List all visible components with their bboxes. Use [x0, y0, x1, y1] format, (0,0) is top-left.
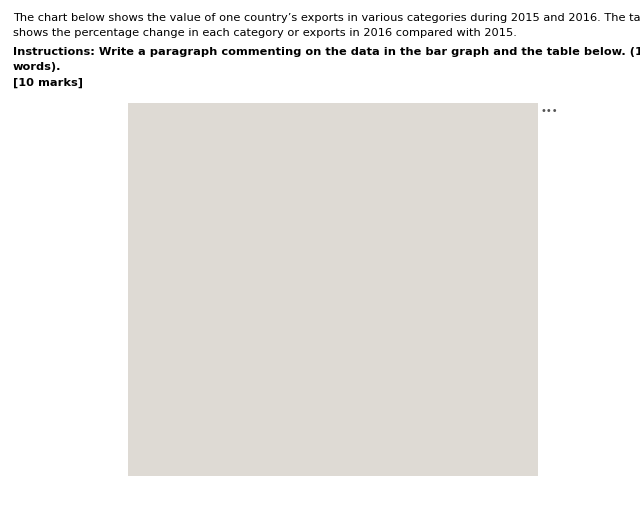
Text: Percentage change in values (2015–2016): Percentage change in values (2015–2016): [202, 370, 463, 380]
Text: ↑: ↑: [385, 383, 395, 397]
Bar: [212, 188, 236, 394]
Text: ↑: ↑: [385, 441, 395, 454]
Text: Petroleum products: Petroleum products: [138, 385, 245, 395]
Text: Gems and jewellery: Gems and jewellery: [138, 414, 246, 424]
Legend: 2015, 2016: 2015, 2016: [265, 128, 376, 149]
Text: [10 marks]: [10 marks]: [13, 78, 83, 88]
Bar: [417, 292, 441, 394]
Text: 15.24%: 15.24%: [436, 443, 477, 453]
Text: 3%: 3%: [436, 385, 453, 395]
Text: ↑: ↑: [385, 427, 395, 440]
Bar: [257, 208, 281, 394]
Bar: [349, 262, 372, 394]
Bar: [189, 195, 212, 394]
Bar: [325, 254, 349, 394]
Text: Engineered goods: Engineered goods: [138, 399, 237, 409]
Bar: [393, 293, 417, 394]
Text: shows the percentage change in each category or exports in 2016 compared with 20: shows the percentage change in each cate…: [13, 28, 516, 38]
Text: The chart below shows the value of one country’s exports in various categories d: The chart below shows the value of one c…: [13, 13, 640, 23]
Text: Textiles: Textiles: [138, 443, 179, 453]
Text: •••: •••: [541, 106, 559, 116]
Text: Instructions: Write a paragraph commenting on the data in the bar graph and the : Instructions: Write a paragraph commenti…: [13, 47, 640, 56]
Text: 5.18%: 5.18%: [436, 414, 470, 424]
Text: words).: words).: [13, 62, 61, 72]
Text: 8.5%: 8.5%: [436, 399, 463, 409]
Y-axis label: $ billions: $ billions: [140, 239, 149, 288]
Text: Agricultural products: Agricultural products: [138, 428, 253, 438]
X-axis label: Product Category: Product Category: [291, 394, 407, 407]
FancyBboxPatch shape: [134, 367, 531, 455]
Text: ↑: ↑: [385, 398, 395, 411]
Bar: [485, 292, 509, 394]
Bar: [281, 195, 305, 394]
Title: Export Earnings (2015–2016): Export Earnings (2015–2016): [241, 144, 457, 157]
Text: ↓: ↓: [385, 412, 395, 425]
Bar: [461, 313, 485, 394]
Text: 0.81%: 0.81%: [436, 428, 470, 438]
